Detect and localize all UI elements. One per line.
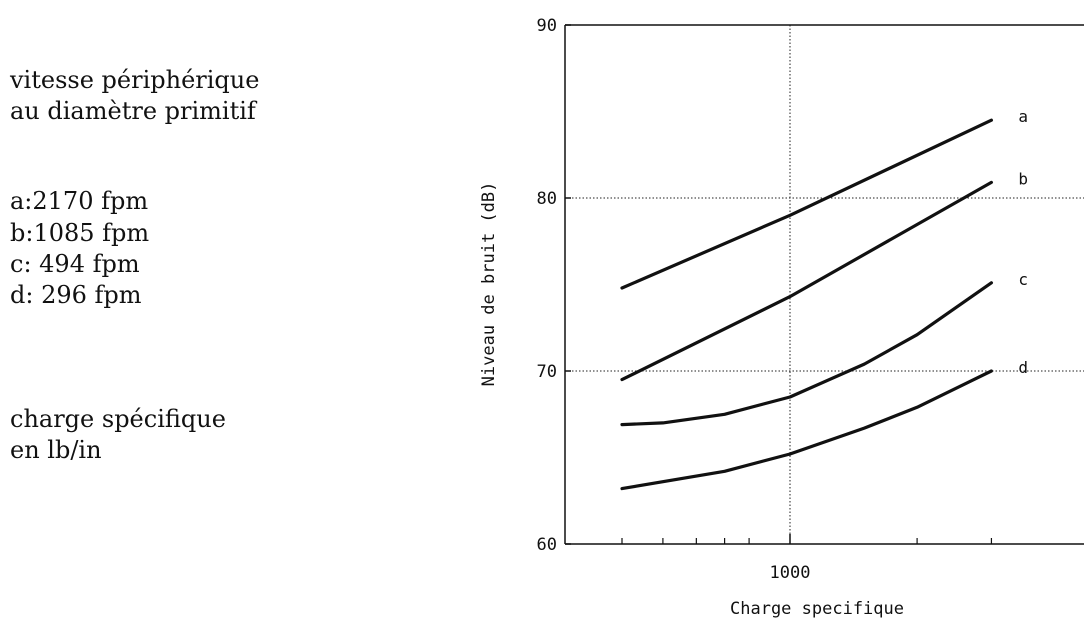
series-label-a: a [1018,107,1028,126]
series-label-b: b [1018,169,1028,188]
series-lines [620,118,993,491]
series-line-d [620,369,993,491]
series-label-d: d [1018,358,1028,377]
legend-entry-d: d: 296 fpm [10,281,142,309]
speed-title-line-1: vitesse périphérique [10,66,260,94]
series-line-b [620,180,993,382]
series-label-c: c [1018,270,1028,289]
speed-title-line-2: au diamètre primitif [10,97,256,125]
y-tick-label-70: 70 [537,362,557,382]
chart-axes [564,24,1084,545]
legend-entry-a: a:2170 fpm [10,187,149,215]
y-tick-label-80: 80 [537,189,557,209]
y-tick-label-90: 90 [537,16,557,36]
y-tick-label-60: 60 [537,535,557,555]
legend-entry-b: b:1085 fpm [10,219,150,247]
grid-lines [565,25,1084,544]
y-axis-title: Niveau de bruit (dB) [479,182,499,387]
series-line-a [620,118,993,290]
x-axis-title: Charge specifique [730,599,904,619]
load-title-line-1: charge spécifique [10,405,226,433]
axis-ticks [565,24,993,545]
chart-labels: 60 70 80 90 1000 a b c d [537,16,1029,583]
series-line-c [620,281,993,427]
legend-entry-c: c: 494 fpm [10,250,140,278]
x-tick-label-1000: 1000 [770,563,811,583]
load-title-line-2: en lb/in [10,436,102,464]
